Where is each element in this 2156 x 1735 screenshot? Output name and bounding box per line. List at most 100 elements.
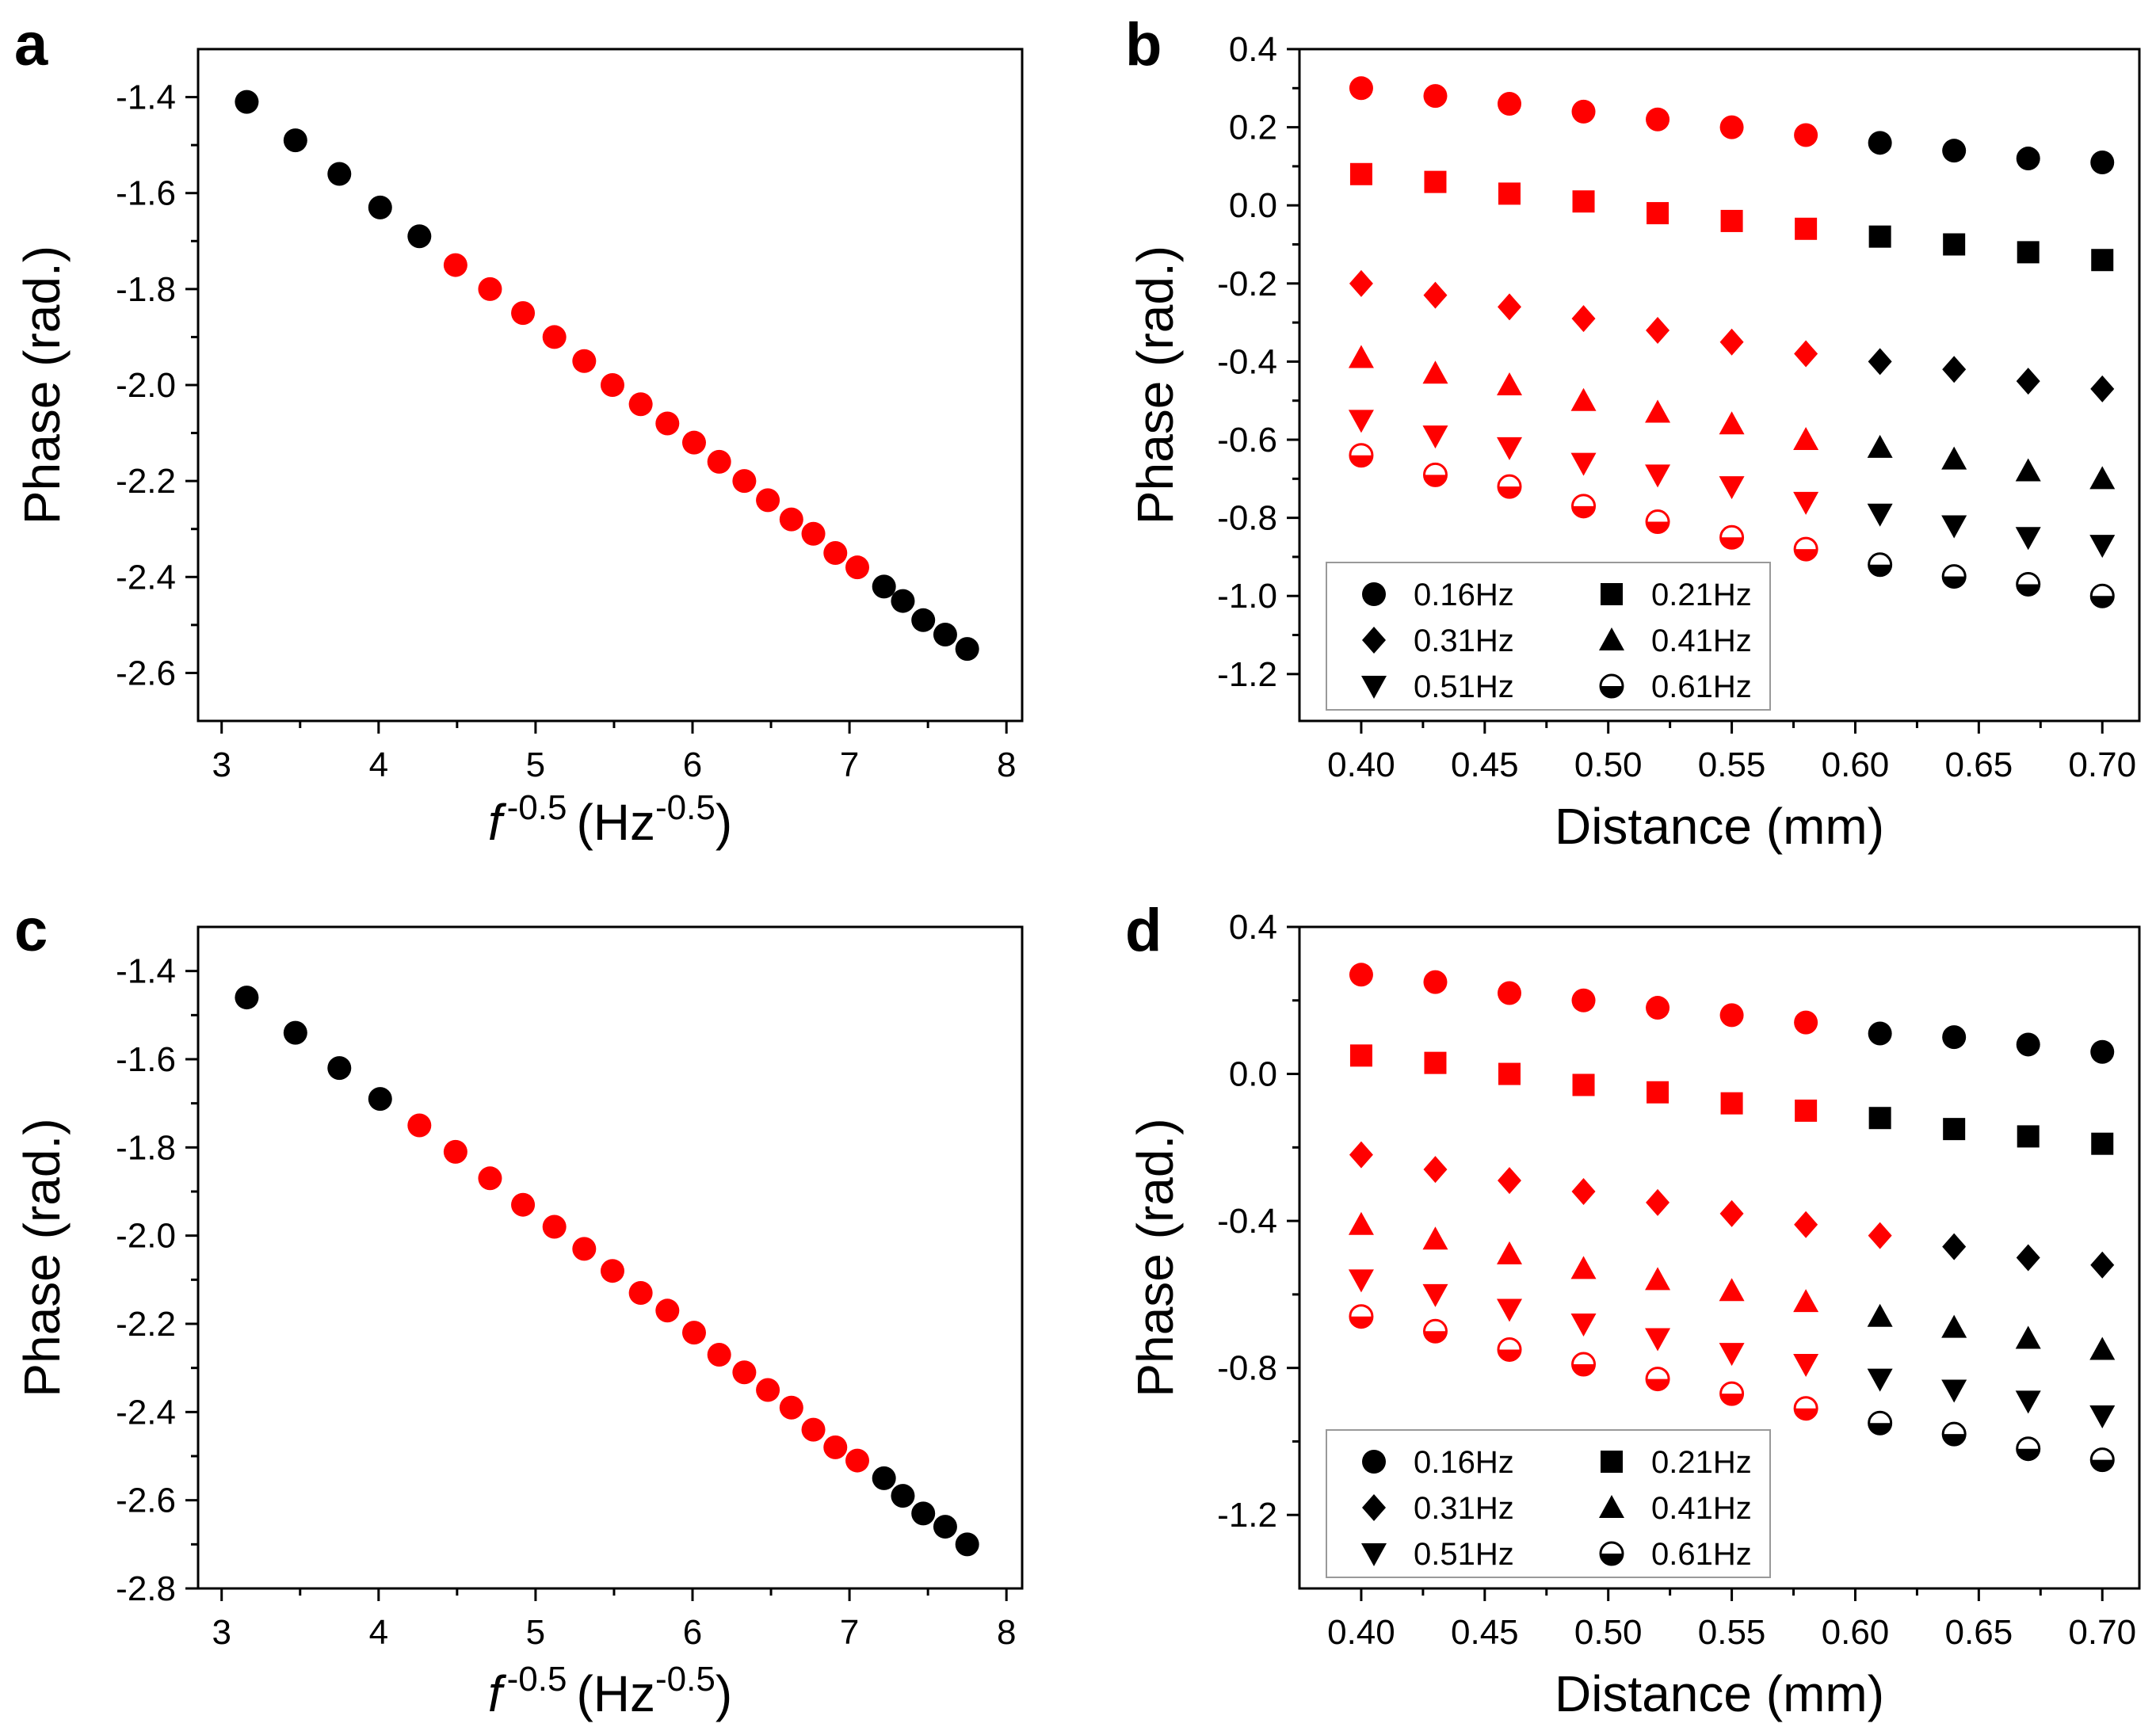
data-point <box>1867 434 1893 458</box>
data-point <box>2090 1251 2115 1279</box>
x-tick-label: 0.50 <box>1574 1613 1643 1652</box>
panel-letter: b <box>1125 11 1162 78</box>
data-point <box>443 1139 467 1164</box>
data-point <box>478 276 502 301</box>
data-point <box>1941 515 1967 539</box>
y-tick-label: -1.4 <box>116 952 176 991</box>
data-points <box>235 90 979 662</box>
legend-label: 0.51Hz <box>1414 1537 1514 1572</box>
marker-fill <box>1868 1423 1891 1435</box>
x-tick-label: 0.40 <box>1327 1613 1395 1652</box>
data-point <box>911 608 936 632</box>
data-point <box>628 1281 653 1306</box>
data-point <box>1423 84 1448 109</box>
data-point <box>1794 1010 1818 1035</box>
data-point <box>2089 1337 2116 1360</box>
data-point <box>283 1020 307 1045</box>
legend-marker <box>1601 583 1623 605</box>
data-point <box>1645 464 1671 488</box>
data-point <box>1424 170 1447 193</box>
panel-letter: c <box>14 897 48 964</box>
y-tick-label: -1.4 <box>116 78 176 117</box>
data-point <box>823 1435 848 1459</box>
x-tick-label: 5 <box>526 745 545 784</box>
x-tick-label: 3 <box>212 745 231 784</box>
data-point <box>655 1298 680 1323</box>
data-point <box>1719 115 1744 139</box>
data-points <box>1348 963 2116 1473</box>
data-point <box>1868 225 1891 248</box>
data-point <box>707 449 731 474</box>
data-point <box>1942 1025 1967 1050</box>
data-point <box>1719 411 1745 435</box>
data-point <box>2091 1132 2114 1155</box>
y-tick-label: -1.2 <box>1217 655 1277 694</box>
y-tick-label: -2.0 <box>116 1217 176 1256</box>
data-point <box>572 1237 597 1261</box>
data-point <box>1720 1092 1743 1115</box>
data-point <box>2017 1125 2040 1148</box>
data-point <box>1572 1073 1595 1096</box>
x-axis: 3 4 5 6 7 8 <box>212 721 1016 784</box>
data-point <box>600 373 624 397</box>
data-point <box>756 1378 780 1402</box>
legend-marker <box>1362 627 1386 654</box>
data-point <box>1719 1381 1745 1406</box>
data-point <box>1571 305 1596 333</box>
marker-fill <box>1498 486 1521 498</box>
data-point <box>1348 410 1374 433</box>
marker-fill <box>2091 596 2114 608</box>
data-point <box>1646 996 1670 1020</box>
panel-a: a 3 4 5 6 7 8 -1.4 -1.6 -1.8 -2.0 -2.2 -2.4 -2.6 Phase… <box>13 11 1024 851</box>
x-axis-title-open: ( <box>576 1665 593 1722</box>
data-point <box>1348 1269 1374 1293</box>
y-axis: 0.4 0.0 -0.4 -0.8 -1.2 <box>1217 908 1299 1535</box>
data-point <box>542 325 567 349</box>
x-axis-title-unit-exp: -0.5 <box>655 1660 715 1699</box>
x-axis-title-exp: -0.5 <box>507 788 567 827</box>
data-point <box>1498 1062 1521 1085</box>
data-point <box>1795 1099 1818 1122</box>
data-point <box>1570 1314 1597 1337</box>
data-point <box>1646 107 1670 132</box>
data-point <box>732 469 757 494</box>
x-tick-label: 0.50 <box>1574 745 1643 784</box>
plot-frame <box>1298 48 2141 723</box>
data-point <box>1497 1337 1522 1362</box>
marker-fill <box>1424 475 1447 486</box>
y-tick-label: -2.4 <box>116 1393 176 1432</box>
x-axis-title-close: ) <box>715 794 732 851</box>
y-axis: 0.4 0.2 0.0 -0.2 -0.4 -0.6 -0.8 -1.0 -1.2 <box>1217 30 1299 694</box>
data-points <box>235 986 979 1557</box>
data-points <box>1348 76 2116 608</box>
y-tick-label: -2.8 <box>116 1569 176 1608</box>
y-tick-label: -2.2 <box>116 462 176 501</box>
data-point <box>572 349 597 373</box>
y-axis: -1.4 -1.6 -1.8 -2.0 -2.2 -2.4 -2.6 <box>116 78 198 692</box>
data-point <box>1646 1188 1670 1216</box>
data-point <box>2090 1039 2115 1064</box>
series-0-16hz <box>1349 76 2115 174</box>
data-point <box>1646 316 1670 344</box>
x-axis-title-exp: -0.5 <box>507 1660 567 1699</box>
data-point <box>283 128 307 153</box>
data-point <box>235 90 259 114</box>
data-point <box>1647 1081 1669 1104</box>
y-axis-title: Phase (rad.) <box>13 246 71 524</box>
data-point <box>1943 1118 1966 1141</box>
data-point <box>955 637 979 662</box>
data-point <box>1867 1303 1893 1327</box>
data-point <box>801 1417 826 1442</box>
data-point <box>1348 345 1374 368</box>
data-point <box>732 1360 757 1385</box>
data-point <box>2016 1436 2041 1462</box>
data-point <box>1793 491 1819 515</box>
data-point <box>872 1466 896 1490</box>
y-axis-title: Phase (rad.) <box>1127 1118 1184 1397</box>
data-point <box>845 555 869 580</box>
y-tick-label: 0.4 <box>1229 908 1277 947</box>
legend-marker <box>1362 582 1386 606</box>
x-tick-label: 0.55 <box>1698 745 1766 784</box>
data-point <box>1719 1003 1744 1028</box>
data-point <box>1422 1226 1448 1250</box>
